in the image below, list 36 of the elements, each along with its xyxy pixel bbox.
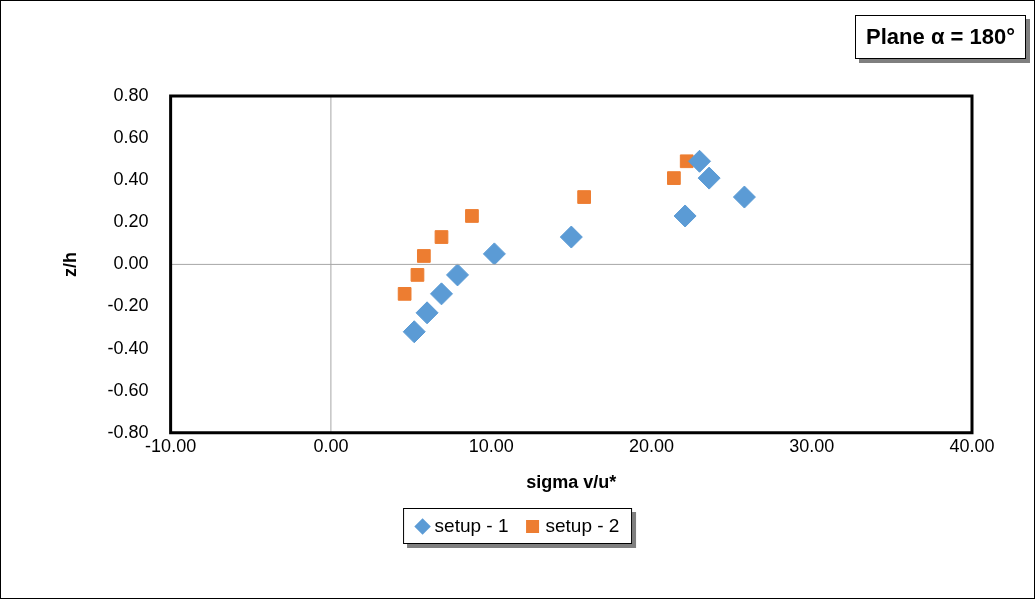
y-axis-title: z/h (59, 251, 80, 277)
x-tick-label: 30.00 (789, 435, 835, 456)
y-tick-label: -0.60 (107, 379, 149, 400)
y-tick-label: -0.80 (107, 421, 149, 442)
x-tick-label: 20.00 (628, 435, 674, 456)
point (402, 320, 426, 344)
point (697, 166, 721, 190)
point (446, 263, 470, 287)
point (673, 204, 697, 228)
chart-title: Plane α = 180° (855, 15, 1026, 59)
point (410, 268, 425, 282)
point (397, 287, 412, 301)
legend-label: setup - 1 (434, 515, 509, 537)
x-tick-label: 10.00 (468, 435, 514, 456)
point (577, 190, 591, 204)
point (415, 301, 439, 325)
point (434, 230, 449, 244)
point (732, 185, 756, 209)
x-tick-label: 40.00 (949, 435, 995, 456)
y-tick-label: -0.20 (107, 295, 149, 316)
point (559, 225, 583, 249)
y-tick-label: 0.60 (113, 127, 149, 148)
y-tick-label: 0.20 (113, 211, 149, 232)
y-tick-label: 0.40 (113, 169, 149, 190)
y-tick-label: 0.80 (113, 84, 149, 105)
point (417, 249, 431, 263)
point (465, 209, 479, 223)
x-axis-title: sigma v/u* (526, 472, 617, 493)
point (667, 171, 681, 185)
point (688, 149, 712, 173)
y-tick-label: -0.40 (107, 337, 149, 358)
legend-label: setup - 2 (545, 515, 620, 537)
x-tick-label: 0.00 (313, 435, 349, 456)
point (429, 282, 453, 306)
y-tick-label: 0.00 (113, 253, 149, 274)
point (482, 242, 506, 266)
